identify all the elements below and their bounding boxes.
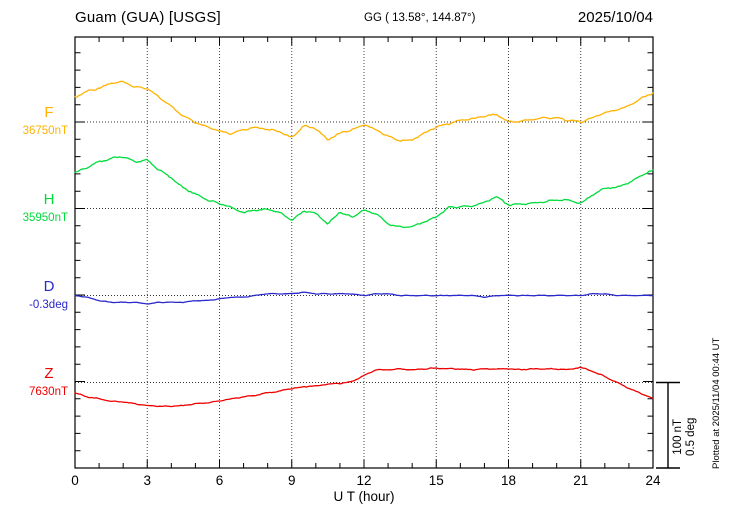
component-baseline-value-Z: 7630nT xyxy=(28,385,68,398)
plot-border xyxy=(74,36,654,469)
component-label-F: F xyxy=(44,104,54,121)
x-tick-label-18: 18 xyxy=(500,473,517,488)
trace-H xyxy=(74,156,654,229)
x-tick-label-9: 9 xyxy=(287,473,296,488)
trace-D xyxy=(74,291,654,305)
geographic-coordinates: GG ( 13.58°, 144.87°) xyxy=(364,12,476,24)
bottom-axis-ticks xyxy=(74,459,654,468)
scale-bar xyxy=(656,381,680,469)
component-baseline-value-D: -0.3deg xyxy=(28,298,68,311)
scale-bar-label: 100 nT 0.5 deg xyxy=(672,418,698,456)
observation-date: 2025/10/04 xyxy=(577,9,653,26)
right-axis-ticks xyxy=(643,52,653,452)
plotted-at-timestamp: Plotted at 2025/11/04 00:44 UT xyxy=(711,337,722,469)
grid-baselines xyxy=(75,121,653,383)
x-tick-label-24: 24 xyxy=(645,473,661,488)
x-tick-label-0: 0 xyxy=(71,473,79,488)
trace-Z xyxy=(74,366,654,408)
top-axis-ticks xyxy=(74,37,654,46)
component-baseline-value-H: 35950nT xyxy=(22,211,68,224)
left-axis-ticks xyxy=(75,52,85,452)
grid-vertical xyxy=(146,39,582,466)
station-title: Guam (GUA) [USGS] xyxy=(75,9,221,26)
scale-bar-nt-label: 100 nT xyxy=(672,418,684,455)
x-tick-label-21: 21 xyxy=(573,473,589,488)
scale-bar-deg-label: 0.5 deg xyxy=(685,417,697,456)
component-label-H: H xyxy=(43,190,55,208)
x-tick-label-3: 3 xyxy=(143,473,151,488)
component-label-Z: Z xyxy=(44,364,54,382)
x-axis-title: U T (hour) xyxy=(333,489,395,504)
component-label-D: D xyxy=(43,277,55,295)
component-baseline-value-F: 36750nT xyxy=(22,125,68,137)
x-tick-label-6: 6 xyxy=(215,473,224,488)
x-tick-label-12: 12 xyxy=(356,473,372,488)
x-tick-label-15: 15 xyxy=(428,473,444,488)
trace-F xyxy=(74,80,654,142)
